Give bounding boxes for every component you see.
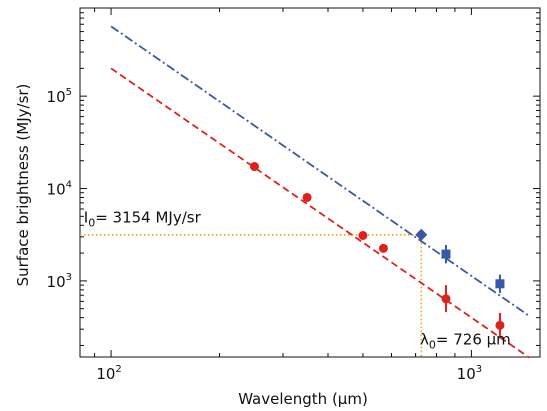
data-point <box>441 294 451 304</box>
intensity-annotation: I0= 3154 MJy/sr <box>84 208 202 229</box>
x-axis-label: Wavelength (μm) <box>238 390 368 408</box>
y-tick-label: 104 <box>47 180 72 199</box>
y-tick-label: 103 <box>47 272 72 291</box>
x-tick-label: 102 <box>96 364 121 383</box>
data-point <box>249 162 259 172</box>
blue-fit-line <box>110 25 531 317</box>
red-fit-line <box>110 67 531 359</box>
wavelength-annotation: λ0= 726 μm <box>420 330 511 351</box>
data-point <box>495 279 505 289</box>
plot-frame <box>79 7 541 358</box>
y-axis-label: Surface brightness (MJy/sr) <box>14 84 32 287</box>
y-axis: 103 104 105 <box>47 7 540 346</box>
peak-point <box>415 228 428 241</box>
data-point <box>495 320 505 330</box>
data-point <box>358 231 368 241</box>
plot-area <box>79 7 541 359</box>
y-tick-label: 105 <box>47 87 72 106</box>
data-point <box>378 243 388 253</box>
data-point <box>441 249 451 259</box>
data-point <box>302 192 312 202</box>
x-tick-label: 103 <box>457 364 482 383</box>
x-axis: 102 103 <box>94 8 482 383</box>
